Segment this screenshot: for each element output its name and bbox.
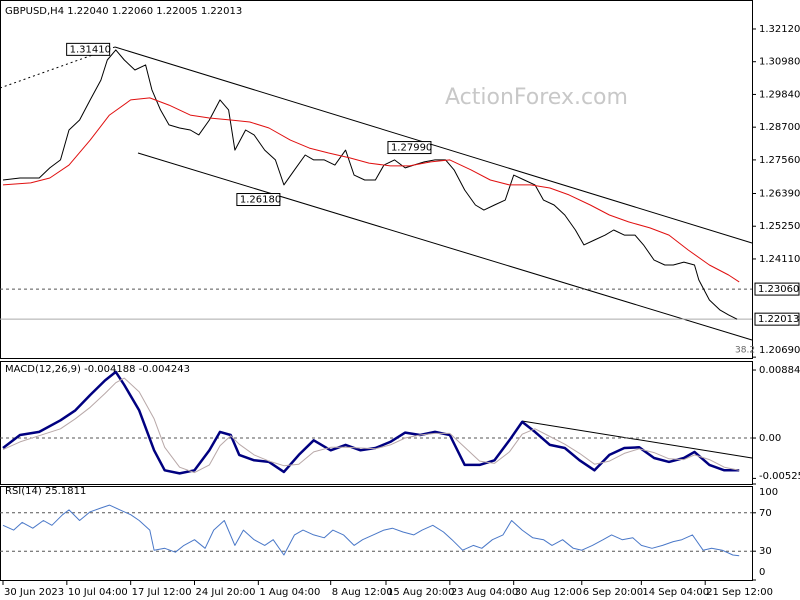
y-tick-label: 1.20690	[759, 345, 800, 356]
annotation-label: 1.26180	[240, 195, 281, 206]
series-line	[2, 49, 738, 320]
macd-pane	[0, 361, 753, 485]
y-tick-label: 1.25250	[759, 221, 800, 232]
series-line	[2, 97, 740, 283]
y-tick-label: 0	[759, 567, 765, 578]
level-label-box	[754, 282, 800, 296]
x-tick-label: 30 Jun 2023	[4, 587, 64, 598]
x-tick-label: 15 Aug 20:00	[387, 587, 454, 598]
y-tick-label: 1.27560	[759, 155, 800, 166]
series-line	[2, 370, 740, 475]
pane-title: RSI(14) 25.1811	[5, 486, 86, 497]
y-tick-label: 0.00	[759, 433, 781, 444]
x-tick-label: 10 Jul 04:00	[68, 587, 128, 598]
x-tick-label: 23 Aug 04:00	[451, 587, 518, 598]
x-tick-label: 14 Sep 04:00	[642, 587, 709, 598]
macd-trend-line	[521, 420, 753, 459]
y-tick-label: 30	[759, 546, 772, 557]
annotation-label: 1.27990	[391, 143, 432, 154]
y-tick-label: 1.30980	[759, 57, 800, 68]
x-tick-label: 24 Jul 20:00	[196, 587, 256, 598]
channel-lower	[137, 152, 753, 341]
level-label: 1.22013	[758, 314, 799, 325]
annotation-box	[66, 42, 111, 56]
y-tick-label: 100	[759, 487, 778, 498]
watermark: ActionForex.com	[445, 85, 628, 110]
y-tick-label: -0.005252	[759, 471, 800, 482]
series-line	[2, 504, 740, 557]
y-tick-label: 1.29840	[759, 89, 800, 100]
annotation-box	[387, 141, 432, 155]
annotation-box	[236, 193, 281, 207]
level-label: 1.23060	[758, 284, 799, 295]
x-tick-label: 1 Aug 04:00	[259, 587, 320, 598]
y-tick-label: 1.26390	[759, 188, 800, 199]
y-tick-label: 0.008846	[759, 365, 800, 376]
x-tick-label: 17 Jul 12:00	[132, 587, 192, 598]
channel-upper	[114, 46, 753, 244]
x-tick-label: 30 Aug 12:00	[515, 587, 582, 598]
x-tick-label: 8 Aug 12:00	[332, 587, 393, 598]
level-label-box	[754, 312, 800, 326]
x-tick-label: 21 Sep 12:00	[706, 587, 773, 598]
y-tick-label: 70	[759, 508, 772, 519]
pane-title: GBPUSD,H4 1.22040 1.22060 1.22005 1.2201…	[5, 6, 242, 17]
y-tick-label: 1.32120	[759, 24, 800, 35]
annotation-label: 1.31410	[70, 44, 111, 55]
rsi-pane	[0, 486, 753, 581]
price-pane	[0, 0, 753, 359]
series-line	[2, 377, 740, 474]
pane-title: MACD(12,26,9) -0.004188 -0.004243	[5, 364, 190, 375]
x-tick-label: 6 Sep 20:00	[583, 587, 643, 598]
y-tick-label: 1.28700	[759, 122, 800, 133]
fib-label: 38.2	[735, 346, 755, 356]
y-tick-label: 1.24110	[759, 254, 800, 265]
